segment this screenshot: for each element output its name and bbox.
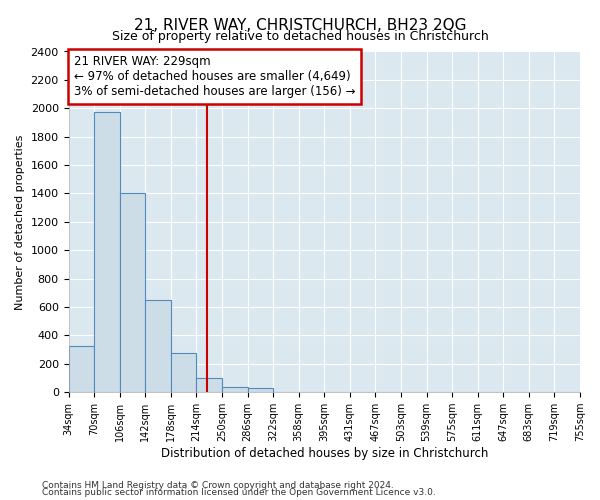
Text: Size of property relative to detached houses in Christchurch: Size of property relative to detached ho… bbox=[112, 30, 488, 43]
Bar bbox=[145, 300, 171, 392]
Text: 21, RIVER WAY, CHRISTCHURCH, BH23 2QG: 21, RIVER WAY, CHRISTCHURCH, BH23 2QG bbox=[134, 18, 466, 32]
Bar bbox=[248, 388, 273, 392]
Bar bbox=[94, 112, 119, 392]
Text: Contains HM Land Registry data © Crown copyright and database right 2024.: Contains HM Land Registry data © Crown c… bbox=[42, 480, 394, 490]
Text: Contains public sector information licensed under the Open Government Licence v3: Contains public sector information licen… bbox=[42, 488, 436, 497]
X-axis label: Distribution of detached houses by size in Christchurch: Distribution of detached houses by size … bbox=[161, 447, 488, 460]
Bar bbox=[171, 353, 196, 392]
Text: 21 RIVER WAY: 229sqm
← 97% of detached houses are smaller (4,649)
3% of semi-det: 21 RIVER WAY: 229sqm ← 97% of detached h… bbox=[74, 55, 355, 98]
Bar bbox=[222, 386, 248, 392]
Bar bbox=[119, 194, 145, 392]
Bar bbox=[196, 378, 222, 392]
Y-axis label: Number of detached properties: Number of detached properties bbox=[15, 134, 25, 310]
Bar bbox=[68, 346, 94, 392]
